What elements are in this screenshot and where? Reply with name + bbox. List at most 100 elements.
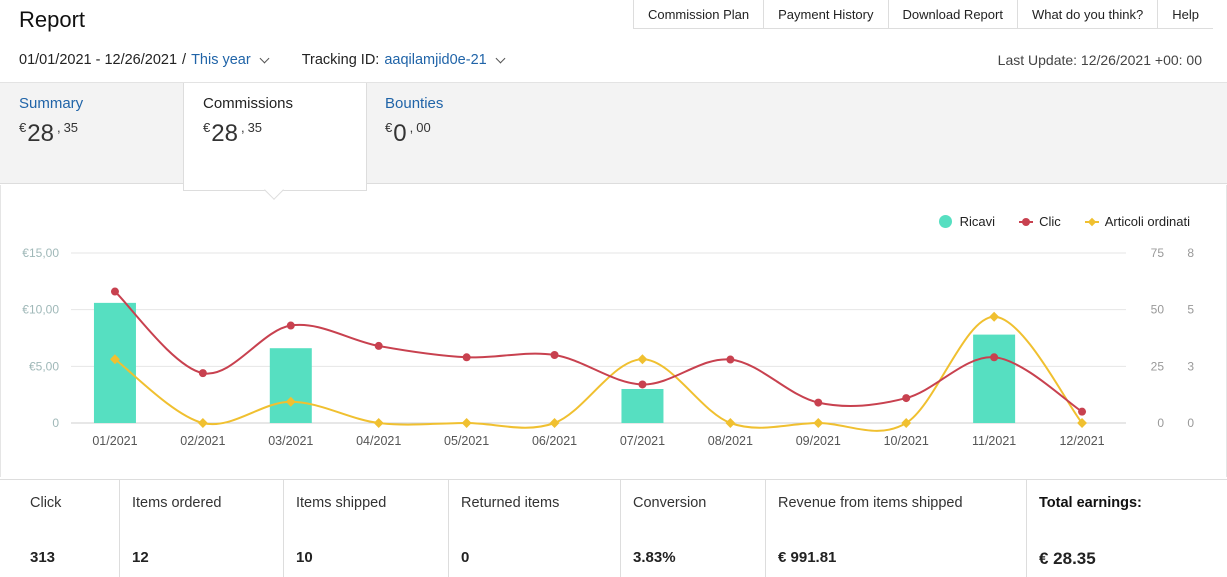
point-clic [814, 398, 823, 407]
stat-value: 12 [132, 549, 149, 566]
commission-plan-tab[interactable]: Commission Plan [633, 0, 765, 28]
y-left-tick-label: €15,00 [22, 246, 59, 260]
currency-symbol: € [203, 120, 211, 135]
stat-value: € 991.81 [778, 549, 837, 566]
bar [973, 334, 1016, 423]
bounties-card-value: €0, 00 [385, 120, 549, 147]
x-tick-label: 09/2021 [796, 434, 841, 448]
bounties-card-label[interactable]: Bounties [385, 95, 444, 112]
stat-label: Total earnings: [1039, 495, 1142, 511]
point-clic [198, 369, 207, 378]
value-fraction: 00 [416, 120, 431, 135]
chevron-down-icon[interactable] [495, 53, 506, 63]
line-circle-icon [1019, 217, 1034, 227]
currency-symbol: € [385, 120, 393, 135]
stat-returned-items: Returned items 0 [449, 480, 621, 577]
y-right2-tick-label: 5 [1187, 303, 1194, 317]
bar [269, 348, 312, 423]
bounties-card[interactable]: Bounties €0, 00 [366, 83, 549, 185]
line-diamond-icon [1084, 217, 1099, 227]
y-right-tick-label: 0 [1157, 416, 1164, 430]
earnings-chart: 0 €5,00 €10,00 €15,00 0 25 50 75 0 3 5 8 01/2021 02/2… [22, 246, 1194, 448]
currency-symbol: € [19, 120, 27, 135]
stat-label: Revenue from items shipped [778, 495, 963, 511]
stat-label: Click [30, 495, 62, 511]
feedback-tab[interactable]: What do you think? [1017, 0, 1159, 28]
series-line-clic [114, 290, 1083, 413]
summary-card-label[interactable]: Summary [19, 95, 84, 112]
point-articoli [813, 418, 824, 428]
commissions-card-label[interactable]: Commissions [203, 95, 294, 112]
y-left-tick-label: 0 [52, 416, 59, 430]
y-right-tick-label: 50 [1151, 303, 1165, 317]
payment-history-tab[interactable]: Payment History [764, 0, 889, 28]
point-articoli [373, 418, 384, 428]
chart-legend: Ricavi Clic Articoli ordinati [915, 214, 1190, 229]
summary-cards: Summary €28, 35 Commissions €28, 35 Bounti… [0, 82, 1227, 191]
decimal-separator: , [409, 120, 414, 135]
legend-articoli-ordinati[interactable]: Articoli ordinati [1084, 214, 1190, 229]
x-tick-label: 08/2021 [708, 434, 753, 448]
filter-row: 01/01/2021 - 12/26/2021 / This year Trac… [19, 52, 512, 68]
point-clic [286, 321, 295, 330]
tracking-label: Tracking ID: [301, 52, 380, 68]
y-right2-tick-label: 0 [1187, 416, 1194, 430]
x-tick-label: 10/2021 [884, 434, 929, 448]
value-whole: 0 [393, 120, 407, 147]
tracking-id-selector[interactable]: Tracking ID: aaqilamjid0e-21 [302, 52, 512, 68]
stat-label: Items shipped [296, 495, 387, 511]
top-nav: Commission Plan Payment History Download… [632, 0, 1213, 29]
last-update: Last Update: 12/26/2021 +00: 00 [997, 52, 1202, 68]
stat-click: Click 313 [0, 480, 120, 577]
x-tick-label: 12/2021 [1059, 434, 1104, 448]
y-left-tick-label: €5,00 [29, 359, 59, 373]
point-articoli [901, 418, 912, 428]
circle-icon [938, 215, 952, 228]
y-right-tick-label: 75 [1151, 246, 1165, 260]
x-tick-label: 01/2021 [92, 434, 137, 448]
stat-revenue-shipped: Revenue from items shipped € 991.81 [766, 480, 1027, 577]
summary-card[interactable]: Summary €28, 35 [0, 83, 183, 185]
legend-clic[interactable]: Clic [1019, 214, 1061, 229]
summary-card-value: €28, 35 [19, 120, 183, 147]
point-clic [902, 394, 911, 403]
point-clic [726, 355, 735, 364]
y-right2-tick-label: 3 [1187, 359, 1194, 373]
period-dropdown[interactable]: This year [191, 52, 251, 68]
stat-value: € 28.35 [1039, 549, 1096, 568]
x-tick-label: 07/2021 [620, 434, 665, 448]
date-separator: / [182, 52, 187, 68]
stat-items-ordered: Items ordered 12 [120, 480, 284, 577]
commissions-card[interactable]: Commissions €28, 35 [183, 83, 367, 191]
y-left-tick-label: €10,00 [22, 303, 59, 317]
legend-ricavi[interactable]: Ricavi [938, 214, 995, 229]
series-line-articoli [114, 315, 1083, 432]
stat-total-earnings: Total earnings: € 28.35 [1027, 480, 1227, 577]
chevron-down-icon[interactable] [259, 53, 270, 63]
stat-items-shipped: Items shipped 10 [284, 480, 449, 577]
value-fraction: 35 [63, 120, 79, 135]
point-clic [1078, 407, 1087, 416]
value-whole: 28 [211, 120, 238, 147]
download-report-tab[interactable]: Download Report [888, 0, 1018, 28]
point-clic [374, 341, 383, 350]
stat-conversion: Conversion 3.83% [621, 480, 766, 577]
value-whole: 28 [27, 120, 54, 147]
tracking-id[interactable]: aaqilamjid0e-21 [384, 52, 487, 68]
x-tick-label: 04/2021 [356, 434, 401, 448]
point-articoli [989, 311, 1000, 322]
x-tick-label: 11/2021 [972, 434, 1016, 448]
point-articoli [197, 418, 208, 428]
date-range: 01/01/2021 - 12/26/2021 [19, 52, 178, 68]
page-title: Report [19, 7, 86, 32]
x-tick-label: 05/2021 [444, 434, 489, 448]
point-articoli [549, 418, 560, 428]
x-tick-label: 02/2021 [180, 434, 225, 448]
help-tab[interactable]: Help [1158, 0, 1213, 28]
point-clic [638, 380, 647, 389]
stat-label: Returned items [461, 495, 560, 511]
bar [621, 389, 664, 423]
legend-label: Articoli ordinati [1104, 214, 1190, 229]
point-articoli [725, 418, 736, 428]
stats-bar: Click 313 Items ordered 12 Items shipped… [0, 479, 1227, 577]
